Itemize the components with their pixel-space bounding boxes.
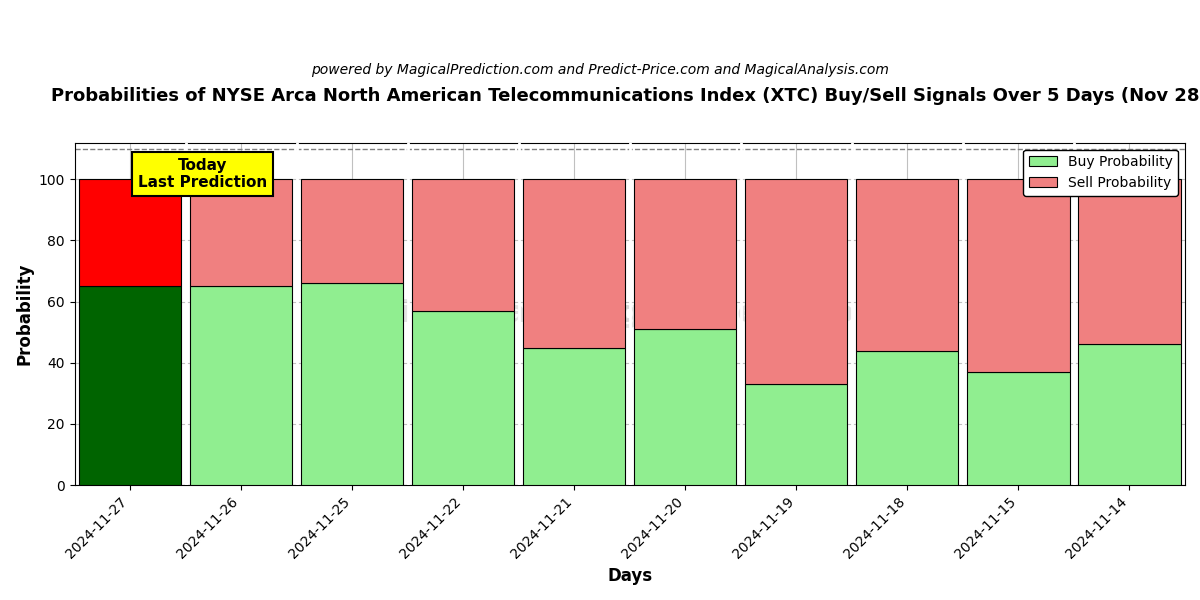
Text: powered by MagicalPrediction.com and Predict-Price.com and MagicalAnalysis.com: powered by MagicalPrediction.com and Pre…	[311, 63, 889, 77]
Bar	[1079, 344, 1181, 485]
Bar	[745, 179, 847, 384]
Title: Probabilities of NYSE Arca North American Telecommunications Index (XTC) Buy/Sel: Probabilities of NYSE Arca North America…	[52, 87, 1200, 105]
Bar	[79, 179, 181, 286]
Legend: Buy Probability, Sell Probability: Buy Probability, Sell Probability	[1024, 149, 1178, 196]
Bar	[79, 286, 181, 485]
Bar	[412, 311, 515, 485]
Bar	[1079, 179, 1181, 344]
Bar	[745, 384, 847, 485]
Y-axis label: Probability: Probability	[16, 263, 34, 365]
Bar	[857, 350, 959, 485]
Bar	[301, 283, 403, 485]
Text: MagicalAnalysis.com: MagicalAnalysis.com	[307, 299, 686, 328]
Bar	[857, 179, 959, 350]
Bar	[635, 179, 737, 329]
Bar	[523, 347, 625, 485]
X-axis label: Days: Days	[607, 567, 653, 585]
Bar	[301, 179, 403, 283]
Text: Today
Last Prediction: Today Last Prediction	[138, 158, 266, 190]
Bar	[412, 179, 515, 311]
Text: MagicalPrediction.com: MagicalPrediction.com	[568, 299, 958, 328]
Bar	[190, 179, 293, 286]
Bar	[635, 329, 737, 485]
Bar	[967, 372, 1069, 485]
Bar	[967, 179, 1069, 372]
Bar	[523, 179, 625, 347]
Bar	[190, 286, 293, 485]
